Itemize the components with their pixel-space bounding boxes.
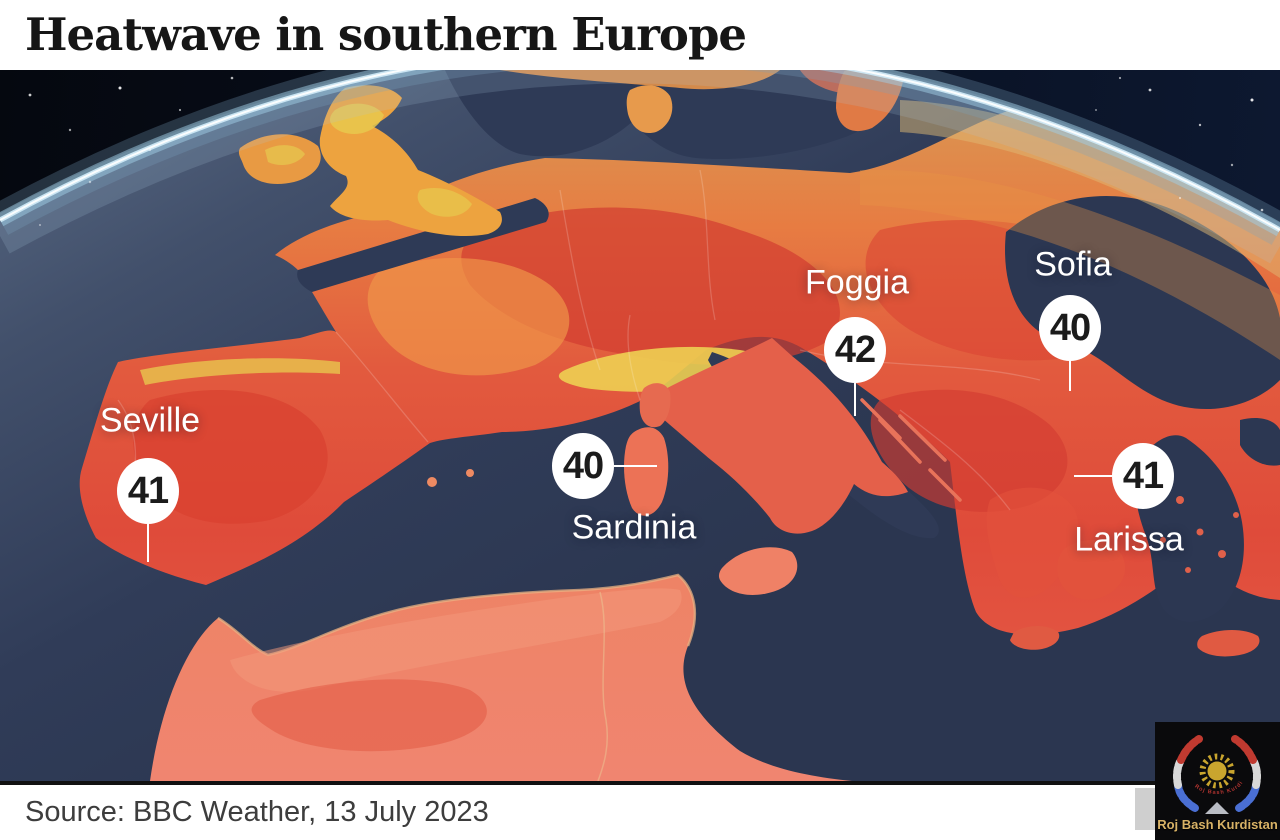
stars	[28, 76, 1264, 226]
city-label: Sardinia	[571, 508, 697, 547]
aegean-islands	[1160, 496, 1239, 573]
dalmatian-islands	[860, 398, 962, 502]
temp-badge: 40	[1039, 295, 1101, 361]
laurel-wreath-icon	[1173, 735, 1261, 812]
logo-base-triangle	[1205, 802, 1229, 814]
weather-map: Seville 41 Sardinia 40 Foggia 42 Sofia 4…	[0, 70, 1280, 781]
city-label: Foggia	[805, 263, 909, 302]
logo-emblem: Roj Bash Kurdistan	[1155, 724, 1261, 814]
europe-heatmap-globe	[0, 70, 1280, 781]
page-title: Heatwave in southern Europe	[25, 8, 747, 61]
logo-label: Roj Bash Kurdistan	[1157, 817, 1278, 832]
footer: Source: BBC Weather, 13 July 2023	[0, 781, 1280, 840]
temp-badge: 41	[117, 458, 179, 524]
city-label: Seville	[99, 401, 201, 440]
leader-line	[614, 465, 657, 467]
watermark-logo: Roj Bash Kurdistan Roj Bash Kurdistan	[1135, 722, 1280, 840]
temp-badge: 42	[824, 317, 886, 383]
sun-icon	[1199, 753, 1235, 789]
leader-line	[1069, 361, 1071, 391]
leader-line	[147, 522, 149, 562]
svg-text:Roj Bash Kurdistan: Roj Bash Kurdistan	[1155, 724, 1245, 796]
logo-curved-text: Roj Bash Kurdistan	[1155, 724, 1244, 796]
leader-line	[854, 383, 856, 416]
temp-badge: 41	[1112, 443, 1174, 509]
city-label: Sofia	[1034, 245, 1112, 284]
title-bar: Heatwave in southern Europe	[0, 0, 1280, 70]
city-label: Larissa	[1074, 520, 1184, 559]
temp-badge: 40	[552, 433, 614, 499]
leader-line	[1074, 475, 1112, 477]
source-line: Source: BBC Weather, 13 July 2023	[25, 796, 489, 828]
watermark-box: Roj Bash Kurdistan Roj Bash Kurdistan	[1155, 722, 1280, 840]
